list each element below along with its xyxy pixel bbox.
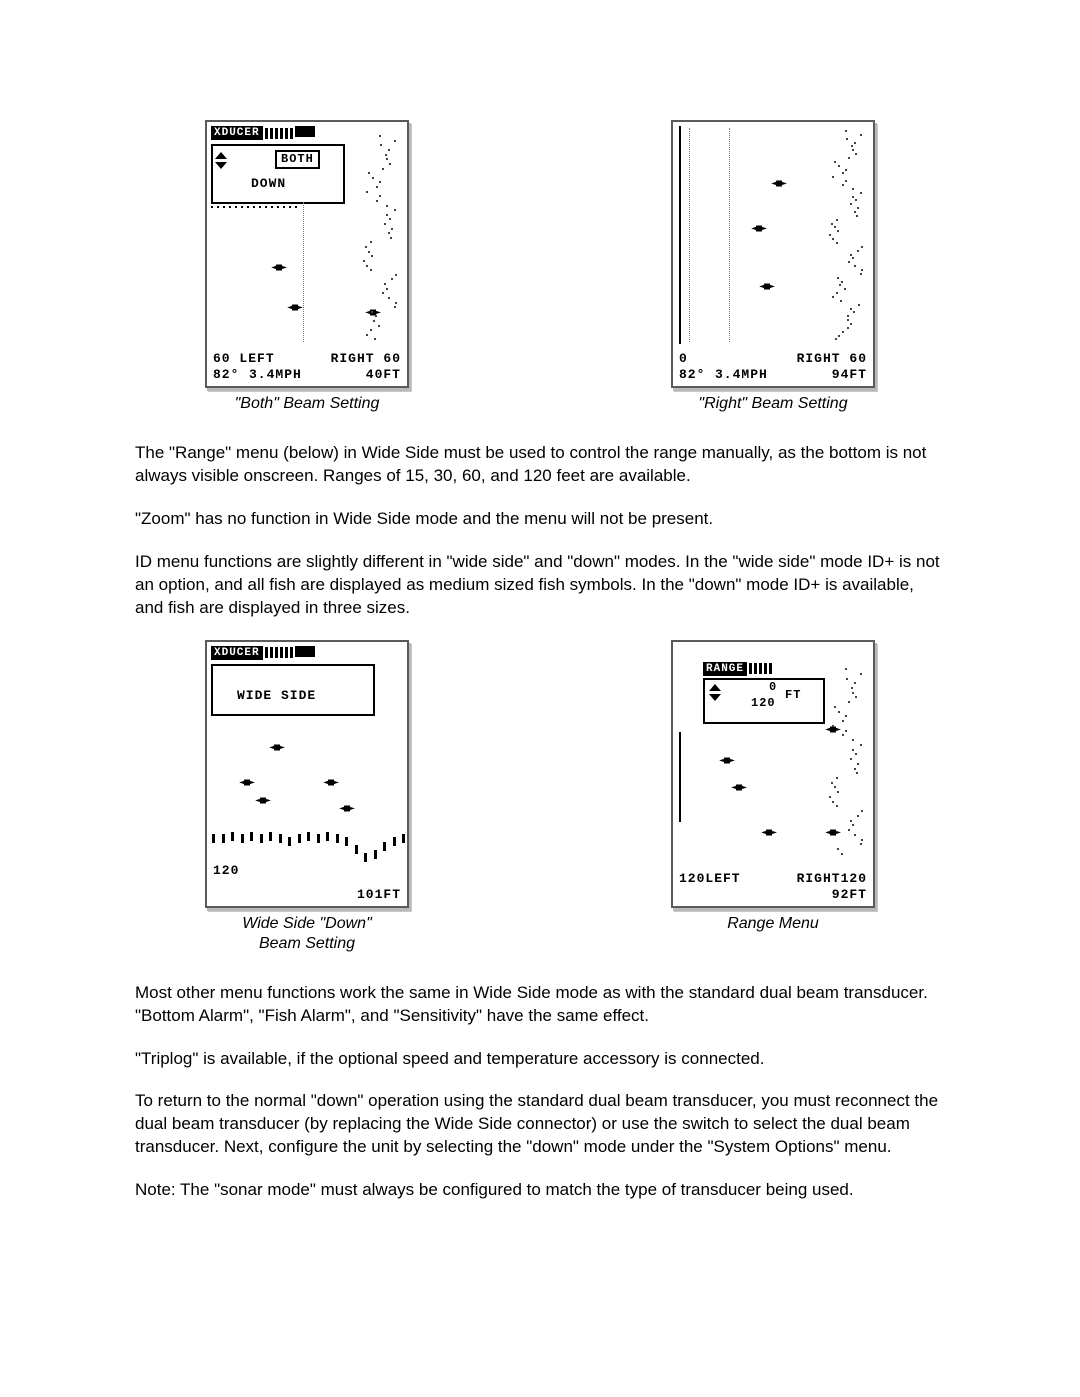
- fish-icon: ◄■►: [761, 827, 776, 838]
- status-speed: 3.4MPH: [715, 367, 768, 382]
- caption-down: Wide Side "Down" Beam Setting: [242, 914, 372, 954]
- range-right-row: RIGHT 60: [797, 351, 867, 366]
- fish-icon: ◄■►: [825, 827, 840, 838]
- fish-icon: ◄■►: [751, 223, 766, 234]
- status-temp: 82°: [679, 367, 705, 382]
- para-other-menus: Most other menu functions work the same …: [135, 982, 945, 1028]
- fish-icon: ◄■►: [731, 782, 746, 793]
- status-speed: 3.4MPH: [249, 367, 302, 382]
- fish-icon: ◄■►: [759, 281, 774, 292]
- range-left-row: 60 LEFT: [213, 351, 275, 366]
- fish-icon: ◄■►: [339, 803, 354, 814]
- fish-icon: ◄■►: [771, 178, 786, 189]
- fish-icon: ◄■►: [269, 742, 284, 753]
- menu-arrows-icon: [215, 152, 227, 169]
- left-axis-line: [679, 126, 681, 344]
- menu-header-label: XDUCER: [211, 126, 263, 140]
- para-note-sonar: Note: The "sonar mode" must always be co…: [135, 1179, 945, 1202]
- para-triplog: "Triplog" is available, if the optional …: [135, 1048, 945, 1071]
- menu-option-down: DOWN: [251, 176, 286, 191]
- xducer-menu-header: XDUCER: [211, 126, 315, 140]
- range-left-row: 0: [679, 351, 688, 366]
- caption-right: "Right" Beam Setting: [698, 394, 847, 414]
- fish-icon: ◄■►: [719, 755, 734, 766]
- fish-icon: ◄■►: [365, 307, 380, 318]
- range-left-row: 120LEFT: [679, 871, 741, 886]
- center-divider: [303, 202, 304, 342]
- range-unit: FT: [785, 688, 801, 702]
- caption-range: Range Menu: [727, 914, 819, 934]
- menu-selected-both: BOTH: [275, 150, 320, 169]
- fish-icon: ◄■►: [323, 777, 338, 788]
- range-top-value: 0: [769, 680, 777, 694]
- xducer-menu-header: XDUCER: [211, 646, 315, 660]
- menu-header-label: XDUCER: [211, 646, 263, 660]
- status-depth: 40FT: [366, 367, 401, 382]
- para-range-menu: The "Range" menu (below) in Wide Side mu…: [135, 442, 945, 488]
- para-id-menu: ID menu functions are slightly different…: [135, 551, 945, 620]
- status-depth: 101FT: [357, 887, 401, 902]
- menu-header-label: RANGE: [703, 662, 747, 676]
- caption-both: "Both" Beam Setting: [235, 394, 380, 414]
- para-zoom: "Zoom" has no function in Wide Side mode…: [135, 508, 945, 531]
- range-menu-header: RANGE: [703, 662, 772, 676]
- screen-range-menu: RANGE 0 120 FT 120LEFT RIGHT120 92FT ◄■►…: [671, 640, 875, 908]
- menu-arrows-icon: [709, 684, 721, 701]
- screen-right-beam: 0 RIGHT 60 82° 3.4MPH 94FT ◄■► ◄■► ◄■►: [671, 120, 875, 388]
- screen-both-beam: XDUCER BOTH DOWN 60 LEFT RIGHT 60 82° 3.…: [205, 120, 409, 388]
- status-temp: 82°: [213, 367, 239, 382]
- status-depth: 94FT: [832, 367, 867, 382]
- range-right-row: RIGHT 60: [331, 351, 401, 366]
- fish-icon: ◄■►: [271, 262, 286, 273]
- fish-icon: ◄■►: [239, 777, 254, 788]
- figure-row-1: XDUCER BOTH DOWN 60 LEFT RIGHT 60 82° 3.…: [135, 120, 945, 414]
- axis-y-label: 120: [213, 863, 239, 878]
- screen-down-beam: XDUCER WIDE SIDE 120 101FT ◄■►◄■►◄■►◄■►◄…: [205, 640, 409, 908]
- fish-icon: ◄■►: [287, 302, 302, 313]
- menu-value-wide-side: WIDE SIDE: [237, 688, 316, 703]
- range-bottom-value: 120: [751, 696, 776, 710]
- figure-row-2: XDUCER WIDE SIDE 120 101FT ◄■►◄■►◄■►◄■►◄…: [135, 640, 945, 954]
- fish-icon: ◄■►: [255, 795, 270, 806]
- left-axis-line: [679, 732, 681, 822]
- range-right-row: RIGHT120: [797, 871, 867, 886]
- para-return-down: To return to the normal "down" operation…: [135, 1090, 945, 1159]
- status-depth: 92FT: [832, 887, 867, 902]
